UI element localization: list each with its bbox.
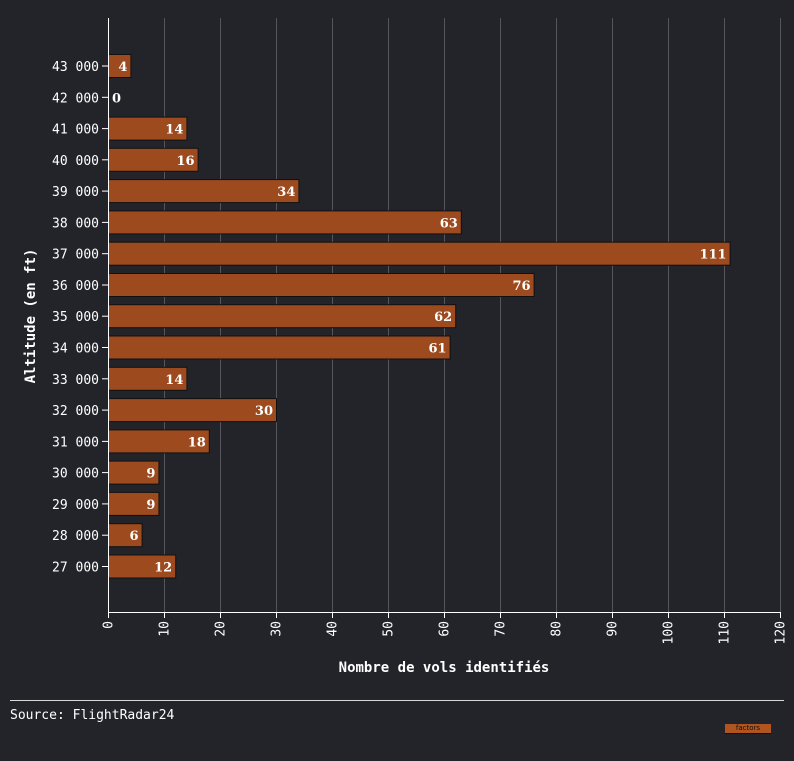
y-tick-label: 43 000 <box>52 60 99 75</box>
data-label: 14 <box>165 123 183 138</box>
bar <box>108 398 277 423</box>
data-label: 111 <box>699 248 726 263</box>
data-label: 9 <box>146 467 155 482</box>
y-axis-title: Altitude (en ft) <box>23 249 39 384</box>
y-tick-labels: 43 000 42 000 41 000 40 000 39 000 38 000 37 0… <box>52 60 108 576</box>
y-tick-label: 29 000 <box>52 498 99 513</box>
y-tick-label: 42 000 <box>52 91 99 106</box>
y-tick-label: 32 000 <box>52 404 99 419</box>
data-label: 62 <box>434 310 452 325</box>
data-label: 63 <box>440 216 458 231</box>
y-tick-label: 30 000 <box>52 467 99 482</box>
x-tick-labels: 0 10 20 30 40 50 60 70 80 90 100 110 120 <box>102 612 789 644</box>
x-tick-label: 90 <box>606 621 621 637</box>
bar <box>108 210 462 235</box>
bar <box>108 273 535 297</box>
y-tick-label: 35 000 <box>52 310 99 325</box>
data-label: 76 <box>513 279 531 294</box>
data-label: 30 <box>255 404 273 419</box>
y-tick-label: 41 000 <box>52 123 99 138</box>
y-tick-label: 31 000 <box>52 435 99 450</box>
y-tick-label: 38 000 <box>52 216 99 231</box>
brand-logo: factors <box>725 724 771 734</box>
x-tick-label: 40 <box>326 621 341 637</box>
x-tick-label: 50 <box>382 621 397 637</box>
y-tick-label: 27 000 <box>52 561 99 576</box>
x-tick-label: 10 <box>158 621 173 637</box>
bar <box>108 304 457 329</box>
y-tick-label: 40 000 <box>52 154 99 169</box>
data-label: 16 <box>177 154 195 169</box>
x-tick-label: 80 <box>550 621 565 637</box>
x-tick-label: 60 <box>438 621 453 637</box>
x-tick-label: 120 <box>774 621 789 644</box>
data-label: 9 <box>146 498 155 513</box>
x-tick-label: 0 <box>102 621 117 629</box>
bar <box>108 179 300 204</box>
data-label: 61 <box>429 342 447 357</box>
y-tick-label: 39 000 <box>52 185 99 200</box>
x-tick-label: 110 <box>718 621 733 644</box>
x-axis-title: Nombre de vols identifiés <box>339 660 550 676</box>
x-tick-label: 20 <box>214 621 229 637</box>
y-tick-label: 37 000 <box>52 248 99 263</box>
source-note: Source: FlightRadar24 <box>10 708 175 723</box>
data-label: 4 <box>118 60 127 75</box>
y-tick-label: 33 000 <box>52 373 99 388</box>
data-label: 12 <box>154 561 172 576</box>
y-tick-label: 34 000 <box>52 342 99 357</box>
data-label: 34 <box>277 185 295 200</box>
x-tick-label: 70 <box>494 621 509 637</box>
data-label: 0 <box>112 91 121 106</box>
x-tick-label: 100 <box>662 621 677 644</box>
bars <box>108 54 731 579</box>
y-tick-label: 36 000 <box>52 279 99 294</box>
data-label: 18 <box>188 435 206 450</box>
x-tick-label: 30 <box>270 621 285 637</box>
bar <box>108 241 731 266</box>
data-label: 6 <box>130 529 139 544</box>
data-labels: 4 0 14 16 34 63 111 76 62 61 14 30 18 9 9 6 12 <box>112 60 727 576</box>
bar <box>108 335 451 360</box>
y-tick-label: 28 000 <box>52 529 99 544</box>
data-label: 14 <box>165 373 183 388</box>
footer-divider <box>10 700 784 701</box>
